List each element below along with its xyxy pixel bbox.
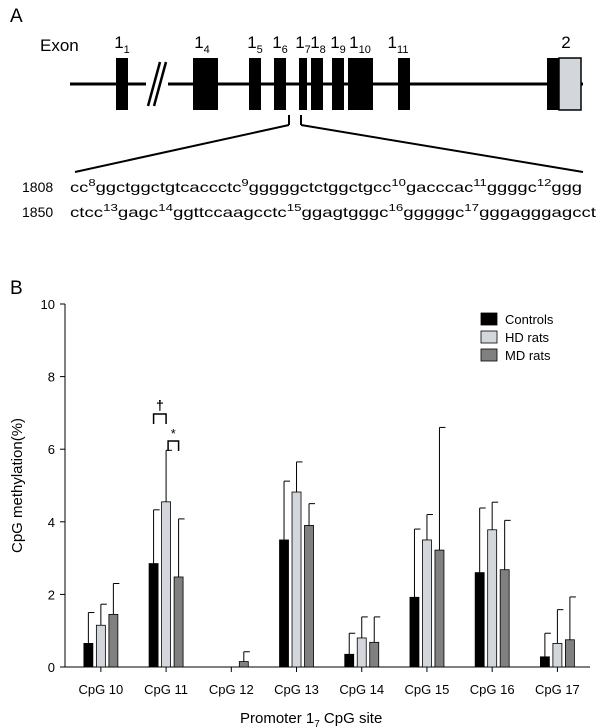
bar-hd-rats-cpg-16 [487, 529, 498, 668]
panel-a-label: A [10, 6, 23, 27]
bar-md-rats-cpg-13 [304, 525, 314, 668]
exon-label-1-6: 16 [272, 33, 288, 56]
exon-box-1-4 [193, 58, 218, 110]
exon-box-1-10 [348, 58, 373, 110]
exon-label-2: 2 [561, 33, 570, 52]
exon-label-1-8: 18 [310, 33, 326, 56]
x-tick-label: CpG 13 [274, 682, 319, 697]
y-tick-label: 0 [48, 660, 55, 675]
bar-controls-cpg-13 [279, 539, 289, 668]
panel-b-label: B [10, 278, 23, 299]
bar-controls-cpg-15 [409, 596, 420, 668]
exon-label-1-11: 111 [388, 33, 409, 56]
bar-hd-rats-cpg-15 [422, 539, 432, 668]
x-tick-label: CpG 17 [535, 682, 580, 697]
exon-box-1-8 [311, 58, 323, 110]
bar-md-rats-cpg-10 [108, 613, 119, 668]
bar-md-rats-cpg-15 [434, 549, 445, 668]
bar-hd-rats-cpg-17 [552, 643, 563, 668]
exon-box-1-11 [398, 58, 410, 110]
break-slash-2 [152, 61, 168, 107]
exon-label-1-7: 17 [295, 33, 311, 56]
bar-hd-rats-cpg-14 [356, 637, 367, 668]
x-tick-label: CpG 14 [339, 682, 384, 697]
sequence-line-2: ctcc 13 gagc 14 ggttccaagcctc 15 ggagtgggc 16 gg… [70, 203, 596, 220]
bar-hd-rats-cpg-10 [95, 624, 106, 668]
significance-dagger-symbol: † [156, 397, 164, 413]
bar-controls-cpg-14 [344, 653, 355, 668]
legend-swatch [480, 312, 498, 326]
legend-label: HD rats [505, 330, 550, 345]
bar-controls-cpg-10 [83, 643, 94, 668]
break-slash-1 [146, 61, 162, 107]
bar-md-rats-cpg-12 [238, 661, 249, 668]
panel-b: B 0 2 4 6 8 10 CpG methylation(%) Promoter 17 C… [9, 278, 590, 728]
break-gap [146, 76, 168, 92]
x-tick-label: CpG 10 [78, 682, 123, 697]
legend-label: Controls [505, 312, 554, 327]
exon-label-1-10: 110 [349, 33, 371, 56]
x-tick-label: CpG 12 [209, 682, 254, 697]
legend-swatch [480, 330, 498, 344]
sequence-line-1: cc 8 ggctggctgtcaccctc 9 gggggctctggctgcc 10 g… [70, 178, 582, 195]
y-axis-label: CpG methylation(%) [9, 418, 26, 553]
zoom-line-left [74, 124, 290, 173]
bar-hd-rats-cpg-13 [291, 491, 302, 668]
exon-label-1-5: 15 [247, 33, 263, 56]
y-tick-label: 10 [41, 297, 55, 312]
legend-label: MD rats [505, 348, 551, 363]
y-tick-label: 2 [48, 587, 55, 602]
bar-controls-cpg-11 [148, 563, 159, 668]
bar-md-rats-cpg-11 [173, 576, 184, 668]
bar-controls-cpg-16 [474, 572, 485, 668]
legend-swatch [480, 348, 498, 362]
exon-box-1-5 [249, 58, 261, 110]
y-tick-label: 4 [48, 515, 55, 530]
bar-md-rats-cpg-14 [369, 641, 380, 668]
bar-controls-cpg-17 [539, 656, 550, 668]
panel-a: A Exon 11 14 15 16 17 18 19 110 111 2 [10, 6, 596, 220]
zoom-line-right [300, 124, 584, 173]
exon-box-1-9 [332, 58, 344, 110]
exon-label-1-9: 19 [330, 33, 346, 56]
x-tick-label: CpG 15 [405, 682, 450, 697]
exon-box-1-6 [274, 58, 286, 110]
exon-box-1-1 [116, 58, 128, 110]
significance-bracket-star [167, 440, 180, 451]
bar-md-rats-cpg-17 [564, 639, 575, 668]
exon-label-1-1: 11 [114, 33, 130, 56]
x-axis-label: Promoter 17 CpG site [240, 710, 382, 728]
exon-box-2-utr [558, 57, 582, 111]
significance-star-symbol: * [171, 426, 176, 441]
x-tick-label: CpG 16 [470, 682, 515, 697]
significance-bracket-dagger [152, 413, 167, 424]
exon-box-2-coding [547, 58, 559, 110]
methylation-bar-chart: 0 2 4 6 8 10 CpG methylation(%) Promoter 17 CpG… [9, 297, 590, 728]
exon-word-label: Exon [40, 36, 79, 55]
x-tick-label: CpG 11 [144, 682, 188, 697]
y-tick-label: 8 [48, 370, 55, 385]
sequence-position-1: 1808 [22, 179, 53, 195]
exon-label-1-4: 14 [194, 33, 210, 56]
y-tick-label: 6 [48, 442, 55, 457]
sequence-position-2: 1850 [22, 204, 53, 220]
bar-md-rats-cpg-16 [499, 569, 510, 668]
bar-hd-rats-cpg-11 [161, 501, 171, 668]
exon-box-1-7 [299, 58, 307, 110]
